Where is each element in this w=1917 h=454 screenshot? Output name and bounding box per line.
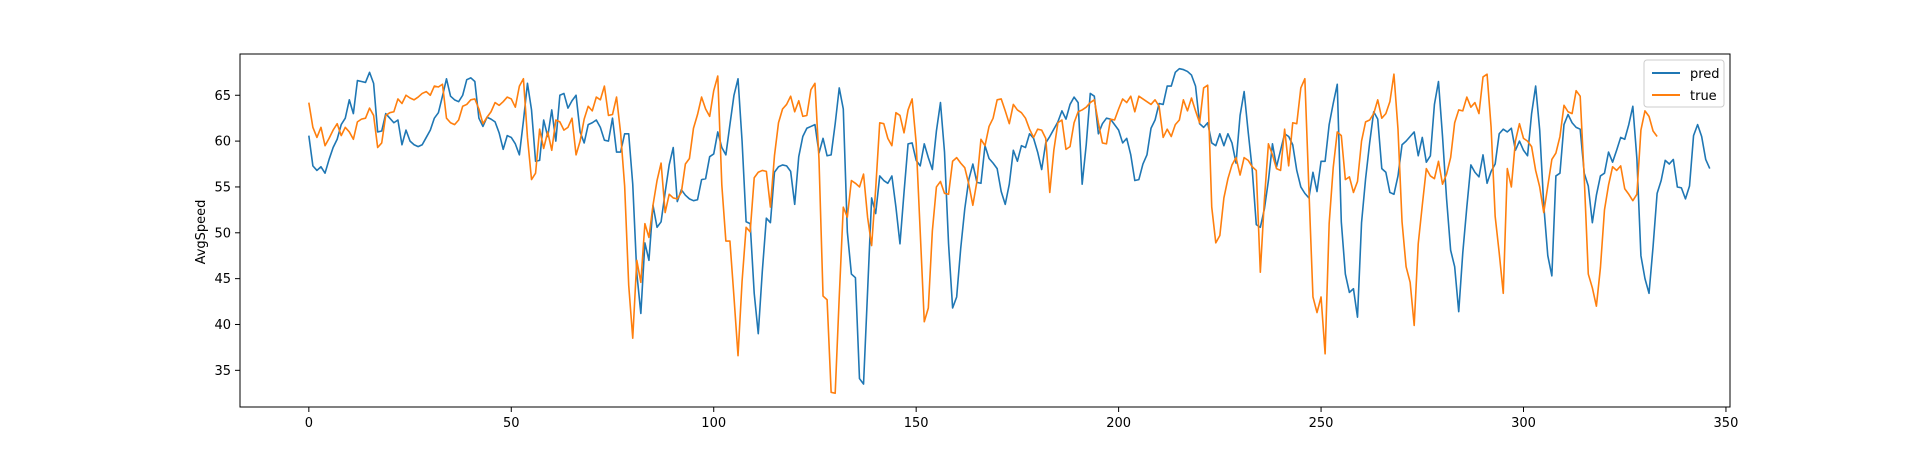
x-tick-label: 100 — [701, 416, 726, 431]
y-tick-label: 45 — [214, 272, 231, 287]
y-axis: 35 40 45 50 55 60 65 — [214, 89, 240, 379]
y-axis-label: AvgSpeed — [194, 200, 209, 265]
y-tick-label: 60 — [214, 135, 231, 150]
x-tick-label: 150 — [904, 416, 929, 431]
series-line-pred — [308, 67, 1711, 385]
x-tick-label: 350 — [1714, 416, 1739, 431]
x-tick-label: 50 — [503, 416, 520, 431]
x-tick-label: 250 — [1309, 416, 1334, 431]
y-tick-label: 50 — [214, 226, 231, 241]
y-tick-label: 65 — [214, 89, 231, 104]
y-tick-label: 40 — [214, 318, 231, 333]
plot-background — [240, 54, 1730, 407]
y-tick-label: 55 — [214, 180, 231, 195]
series-layer — [308, 67, 1711, 395]
y-tick-label: 35 — [214, 364, 231, 379]
series-line-true — [308, 73, 1658, 395]
legend: pred true — [1643, 59, 1725, 108]
x-axis: 0 50 100 150 200 250 300 350 — [305, 407, 1739, 431]
plot-frame — [239, 53, 1731, 408]
legend-label-pred: pred — [1690, 67, 1720, 82]
x-tick-label: 300 — [1511, 416, 1536, 431]
x-tick-label: 200 — [1106, 416, 1131, 431]
x-tick-label: 0 — [305, 416, 313, 431]
legend-label-true: true — [1690, 89, 1717, 104]
